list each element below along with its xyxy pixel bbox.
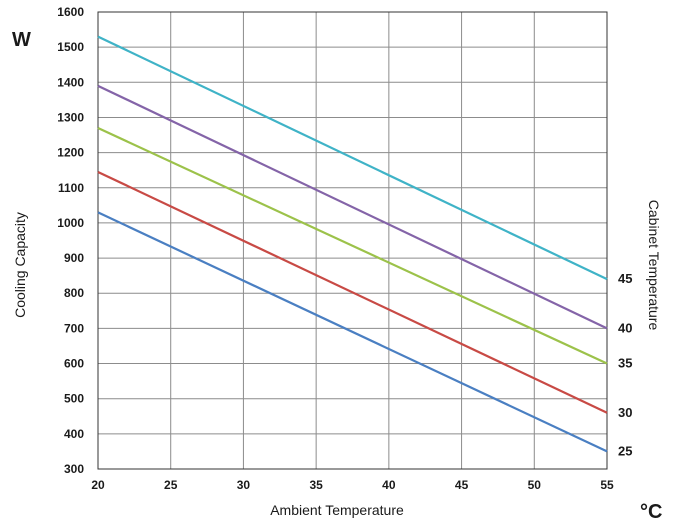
- y-tick-label: 600: [64, 357, 84, 371]
- x-tick-label: 20: [91, 478, 105, 492]
- y-tick-label: 500: [64, 392, 84, 406]
- series-line-40: [97, 84, 608, 330]
- y-tick-labels: 300 400 500 600 700 800 900 1000 1100 1200 1300 140…: [57, 5, 84, 476]
- series-end-labels: 45 40 35 30 25: [618, 271, 632, 458]
- x-tick-label: 40: [382, 478, 396, 492]
- y-tick-label: 400: [64, 427, 84, 441]
- right-axis-title: Cabinet Temperature: [646, 200, 662, 331]
- grid: [97, 11, 608, 470]
- y-tick-label: 800: [64, 286, 84, 300]
- y-tick-label: 900: [64, 251, 84, 265]
- x-tick-label: 50: [528, 478, 542, 492]
- y-tick-label: 1600: [57, 5, 84, 19]
- x-tick-label: 25: [164, 478, 178, 492]
- y-tick-label: 1400: [57, 75, 84, 89]
- series-label-35: 35: [618, 356, 632, 371]
- y-tick-label: 1300: [57, 110, 84, 124]
- y-tick-label: 1000: [57, 216, 84, 230]
- y-tick-label: 700: [64, 321, 84, 335]
- y-tick-label: 1100: [58, 181, 84, 195]
- y-axis-title: Cooling Capacity: [12, 212, 28, 318]
- series-label-45: 45: [618, 271, 632, 286]
- y-tick-label: 300: [64, 462, 84, 476]
- y-tick-label: 1500: [57, 40, 84, 54]
- series-label-40: 40: [618, 320, 632, 335]
- series-line-25: [97, 211, 608, 453]
- series-line-45: [97, 35, 608, 281]
- y-unit-label: W: [12, 29, 31, 51]
- series-lines: [97, 35, 608, 453]
- plot-frame: [97, 11, 608, 470]
- series-line-30: [97, 170, 608, 414]
- x-unit-label: °C: [640, 501, 662, 523]
- x-tick-label: 30: [237, 478, 251, 492]
- series-label-30: 30: [618, 405, 632, 420]
- x-axis-title: Ambient Temperature: [270, 502, 404, 518]
- x-tick-label: 55: [600, 478, 614, 492]
- series-line-35: [97, 127, 608, 365]
- x-tick-label: 35: [309, 478, 323, 492]
- series-label-25: 25: [618, 443, 632, 458]
- y-tick-label: 1200: [57, 146, 84, 160]
- x-tick-label: 45: [455, 478, 469, 492]
- x-tick-labels: 20 25 30 35 40 45 50 55: [91, 478, 614, 492]
